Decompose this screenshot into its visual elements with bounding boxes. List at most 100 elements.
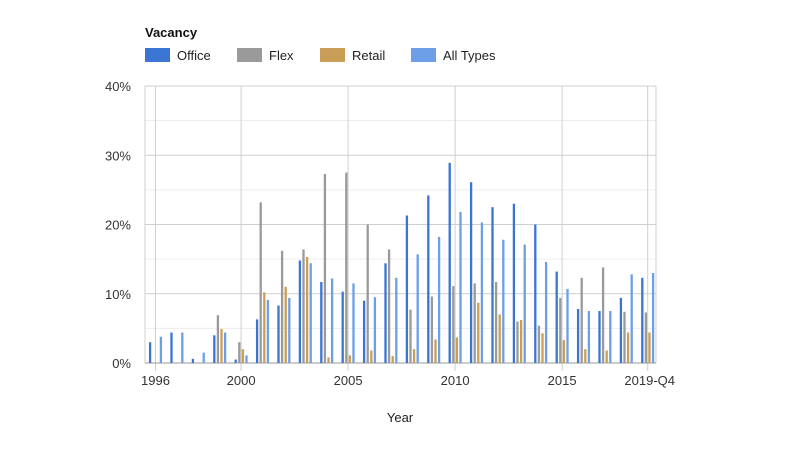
bar-retail[interactable] xyxy=(391,356,394,363)
bar-retail[interactable] xyxy=(605,350,608,363)
bar-all-types[interactable] xyxy=(266,299,270,363)
bar-flex[interactable] xyxy=(644,312,648,363)
bar-all-types[interactable] xyxy=(330,278,334,363)
bar-flex[interactable] xyxy=(238,342,241,363)
bar-flex[interactable] xyxy=(601,267,605,363)
bar-all-types[interactable] xyxy=(159,336,163,363)
bar-all-types[interactable] xyxy=(587,311,591,363)
bar-office[interactable] xyxy=(148,342,152,363)
bar-flex[interactable] xyxy=(494,281,498,363)
bar-all-types[interactable] xyxy=(416,254,419,363)
bar-retail[interactable] xyxy=(412,349,416,363)
legend-item-retail[interactable]: Retail xyxy=(320,48,385,63)
bar-office[interactable] xyxy=(555,271,558,363)
bar-office[interactable] xyxy=(277,305,280,363)
bar-retail[interactable] xyxy=(541,333,544,363)
bar-all-types[interactable] xyxy=(566,288,569,363)
bar-office[interactable] xyxy=(384,263,387,363)
y-tick-label: 30% xyxy=(105,148,131,163)
bar-flex[interactable] xyxy=(452,286,455,363)
bar-retail[interactable] xyxy=(327,357,330,363)
bar-office[interactable] xyxy=(448,162,451,363)
bar-office[interactable] xyxy=(255,319,259,363)
bar-all-types[interactable] xyxy=(202,352,205,363)
bar-flex[interactable] xyxy=(537,325,541,363)
bar-flex[interactable] xyxy=(516,321,519,363)
bar-office[interactable] xyxy=(427,195,430,363)
bar-all-types[interactable] xyxy=(437,236,441,363)
y-tick-label: 0% xyxy=(112,356,131,371)
bar-office[interactable] xyxy=(320,281,323,363)
bar-flex[interactable] xyxy=(409,309,412,363)
bar-all-types[interactable] xyxy=(395,277,398,363)
bar-retail[interactable] xyxy=(284,286,287,363)
bar-all-types[interactable] xyxy=(544,261,548,363)
bar-office[interactable] xyxy=(341,291,344,363)
bar-retail[interactable] xyxy=(370,350,373,363)
bar-all-types[interactable] xyxy=(651,272,655,363)
bar-flex[interactable] xyxy=(387,249,391,363)
bar-flex[interactable] xyxy=(302,249,305,363)
bar-office[interactable] xyxy=(491,207,494,363)
bar-flex[interactable] xyxy=(580,277,583,363)
bar-group-2015 xyxy=(555,271,569,363)
bar-flex[interactable] xyxy=(366,224,369,364)
bar-flex[interactable] xyxy=(559,297,562,363)
bar-all-types[interactable] xyxy=(352,283,355,363)
bar-all-types[interactable] xyxy=(480,222,484,363)
bar-all-types[interactable] xyxy=(223,332,227,363)
bar-all-types[interactable] xyxy=(502,239,505,363)
bar-office[interactable] xyxy=(234,359,237,363)
bar-office[interactable] xyxy=(405,215,409,364)
bar-retail[interactable] xyxy=(263,292,266,363)
bar-all-types[interactable] xyxy=(309,263,312,363)
bar-office[interactable] xyxy=(619,297,623,363)
bar-flex[interactable] xyxy=(259,202,262,363)
bar-office[interactable] xyxy=(598,311,601,363)
bar-office[interactable] xyxy=(469,182,473,363)
bar-all-types[interactable] xyxy=(609,311,612,363)
legend-swatch xyxy=(237,48,262,62)
bar-retail[interactable] xyxy=(626,332,630,363)
bar-office[interactable] xyxy=(512,203,516,363)
bar-office[interactable] xyxy=(534,224,537,364)
bar-flex[interactable] xyxy=(623,311,626,363)
bar-flex[interactable] xyxy=(216,315,220,363)
bar-office[interactable] xyxy=(213,335,216,363)
bar-flex[interactable] xyxy=(345,172,348,363)
bar-flex[interactable] xyxy=(280,250,284,363)
bar-retail[interactable] xyxy=(584,349,587,363)
legend-item-all-types[interactable]: All Types xyxy=(411,48,496,63)
bar-office[interactable] xyxy=(362,300,366,363)
bar-retail[interactable] xyxy=(648,332,651,363)
bar-retail[interactable] xyxy=(519,320,523,363)
bar-retail[interactable] xyxy=(241,349,245,363)
legend-item-office[interactable]: Office xyxy=(145,48,211,63)
bar-flex[interactable] xyxy=(323,173,327,363)
bar-retail[interactable] xyxy=(562,340,566,363)
bar-all-types[interactable] xyxy=(523,244,526,363)
bar-office[interactable] xyxy=(170,332,173,363)
bar-group-1996 xyxy=(148,336,163,363)
bar-retail[interactable] xyxy=(455,337,459,363)
bar-flex[interactable] xyxy=(473,283,476,363)
bar-all-types[interactable] xyxy=(245,355,248,363)
legend-label: All Types xyxy=(443,48,496,63)
bar-all-types[interactable] xyxy=(288,297,291,363)
bar-retail[interactable] xyxy=(498,314,501,363)
bar-office[interactable] xyxy=(641,277,644,363)
bar-retail[interactable] xyxy=(477,302,480,363)
bar-retail[interactable] xyxy=(220,329,223,363)
bar-retail[interactable] xyxy=(305,257,309,363)
bar-all-types[interactable] xyxy=(630,274,633,363)
bar-retail[interactable] xyxy=(348,355,352,363)
bar-office[interactable] xyxy=(191,358,195,363)
legend-item-flex[interactable]: Flex xyxy=(237,48,294,63)
bar-all-types[interactable] xyxy=(181,332,184,363)
bar-retail[interactable] xyxy=(434,339,437,363)
bar-flex[interactable] xyxy=(430,296,434,363)
bar-all-types[interactable] xyxy=(459,212,462,363)
bar-office[interactable] xyxy=(576,308,580,363)
bar-office[interactable] xyxy=(298,260,302,363)
bar-all-types[interactable] xyxy=(373,297,377,363)
